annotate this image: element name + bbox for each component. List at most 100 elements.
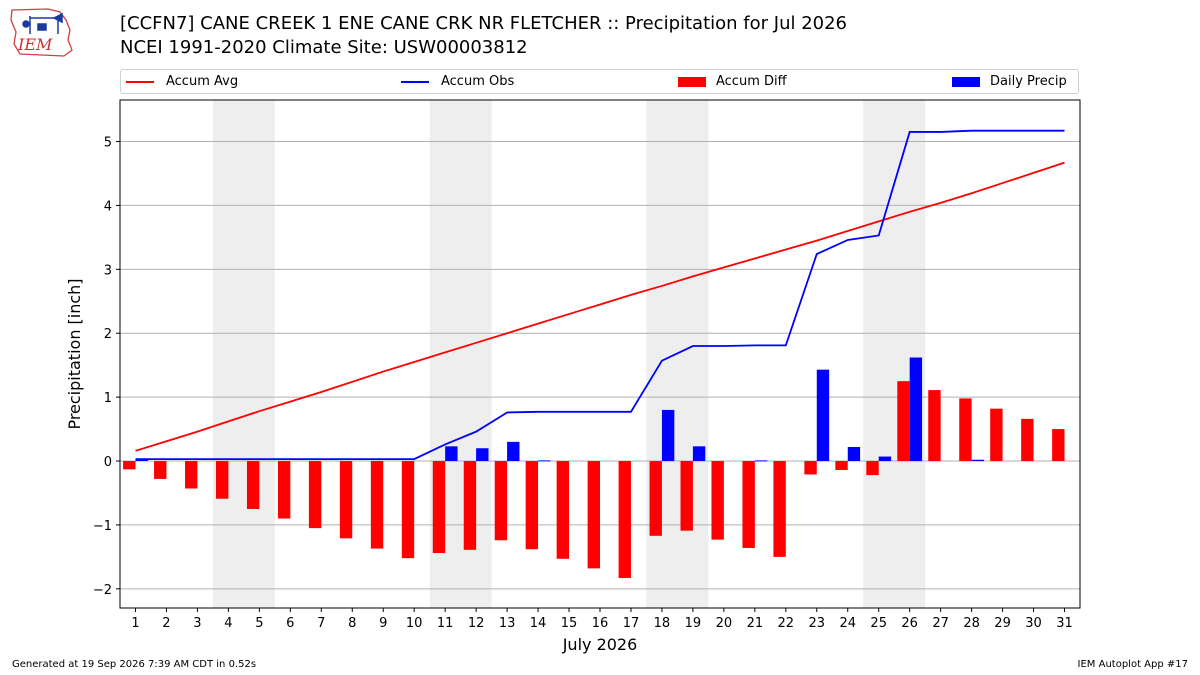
accum-diff-bar	[185, 461, 198, 489]
x-tick-label: 26	[901, 616, 918, 631]
x-tick-label: 2	[162, 616, 170, 631]
footer-app: IEM Autoplot App #17	[1077, 659, 1188, 670]
x-axis-label: July 2026	[562, 635, 638, 654]
accum-diff-bar	[370, 461, 384, 549]
daily-precip-bar	[445, 446, 458, 462]
accum-diff-bar	[401, 461, 415, 559]
accum-diff-bar	[463, 461, 477, 550]
accum-diff-bar	[835, 461, 848, 470]
accum-diff-bar	[928, 390, 941, 462]
y-tick-label: −2	[93, 583, 112, 598]
y-tick-label: 5	[104, 136, 112, 151]
legend-label-daily-precip: Daily Precip	[990, 74, 1067, 89]
accum-obs-line	[135, 129, 1065, 461]
y-tick-label: 4	[104, 199, 112, 214]
logo-text: IEM	[17, 35, 53, 54]
accum-diff-bar	[618, 461, 631, 578]
accum-diff-bar	[525, 461, 539, 550]
y-axis-label: Precipitation [inch]	[65, 278, 84, 429]
legend-label-accum-avg: Accum Avg	[166, 74, 239, 89]
accum-diff-bar	[742, 461, 755, 548]
daily-precip-bar	[476, 448, 489, 462]
legend-swatch-accum-obs	[401, 80, 429, 83]
daily-precip-bar	[816, 369, 830, 462]
daily-precip-bar	[847, 446, 861, 462]
iem-logo: IEM	[10, 8, 73, 57]
accum-diff-bar	[897, 381, 910, 462]
x-tick-label: 12	[468, 616, 485, 631]
x-tick-label: 30	[1025, 616, 1042, 631]
daily-precip-bar	[878, 456, 892, 462]
legend: Accum Avg Accum Obs Accum Diff Daily Pre…	[120, 69, 1079, 94]
x-tick-label: 18	[654, 616, 671, 631]
x-tick-label: 13	[499, 616, 516, 631]
legend-item-accum-diff: Accum Diff	[678, 70, 787, 93]
daily-precip-bar	[135, 459, 148, 462]
accum-diff-bar	[123, 461, 136, 470]
legend-label-accum-diff: Accum Diff	[716, 74, 787, 89]
accum-diff-bar	[680, 461, 693, 531]
daily-precip-bar	[754, 460, 768, 462]
x-tick-label: 8	[348, 616, 356, 631]
accum-diff-bar	[804, 461, 817, 475]
x-tick-label: 5	[255, 616, 263, 631]
daily-precip-bar	[692, 446, 706, 462]
accum-diff-bar	[773, 461, 786, 557]
x-tick-label: 22	[778, 616, 795, 631]
legend-item-accum-avg: Accum Avg	[126, 70, 238, 93]
accum-diff-bar	[277, 461, 291, 519]
accum-diff-bar	[339, 461, 353, 539]
accum-diff-bar	[494, 461, 508, 541]
x-tick-label: 25	[870, 616, 887, 631]
daily-precip-bar	[538, 460, 551, 462]
x-tick-label: 23	[809, 616, 826, 631]
daily-precip-bar	[507, 441, 520, 462]
weekend-band-1	[212, 100, 275, 608]
x-tick-label: 1	[131, 616, 139, 631]
accum-diff-bar	[711, 461, 724, 540]
accum-diff-bar	[154, 461, 167, 479]
x-tick-label: 29	[994, 616, 1011, 631]
y-tick-label: 2	[104, 327, 112, 342]
x-tick-label: 7	[317, 616, 325, 631]
x-tick-label: 9	[379, 616, 387, 631]
legend-swatch-daily-precip	[952, 76, 980, 87]
x-tick-label: 14	[530, 616, 547, 631]
daily-precip-bar	[909, 357, 923, 462]
x-tick-label: 16	[592, 616, 609, 631]
legend-item-daily-precip: Daily Precip	[952, 70, 1067, 93]
x-tick-label: 19	[685, 616, 702, 631]
x-tick-label: 20	[716, 616, 733, 631]
accum-avg-line	[135, 161, 1065, 452]
chart-subtitle: NCEI 1991-2020 Climate Site: USW00003812	[120, 37, 528, 58]
legend-item-accum-obs: Accum Obs	[401, 70, 514, 93]
legend-swatch-accum-avg	[126, 80, 154, 83]
accum-diff-bar	[990, 408, 1003, 462]
accum-diff-bar	[556, 461, 570, 559]
x-tick-label: 17	[623, 616, 640, 631]
x-tick-label: 28	[963, 616, 980, 631]
accum-diff-bar	[649, 461, 662, 536]
footer-generated: Generated at 19 Sep 2026 7:39 AM CDT in …	[12, 659, 257, 670]
x-tick-label: 27	[932, 616, 949, 631]
chart-title: [CCFN7] CANE CREEK 1 ENE CANE CRK NR FLE…	[120, 13, 848, 34]
legend-label-accum-obs: Accum Obs	[441, 74, 515, 89]
x-tick-label: 21	[747, 616, 764, 631]
x-tick-label: 31	[1056, 616, 1073, 631]
accum-diff-bar	[216, 461, 229, 499]
y-tick-label: 0	[104, 455, 112, 470]
daily-precip-bar	[971, 459, 984, 462]
accum-diff-bar	[959, 398, 972, 462]
accum-diff-bar	[246, 461, 260, 509]
y-tick-label: 1	[104, 391, 112, 406]
y-tick-label: 3	[104, 263, 112, 278]
accum-diff-bar	[866, 461, 879, 476]
x-tick-label: 4	[224, 616, 232, 631]
accum-diff-bar	[308, 461, 322, 529]
daily-precip-bar	[661, 409, 675, 462]
accum-diff-bar	[1021, 418, 1034, 462]
legend-swatch-accum-diff	[678, 76, 706, 87]
accum-diff-bar	[587, 461, 600, 569]
weekend-band-4	[863, 100, 926, 608]
